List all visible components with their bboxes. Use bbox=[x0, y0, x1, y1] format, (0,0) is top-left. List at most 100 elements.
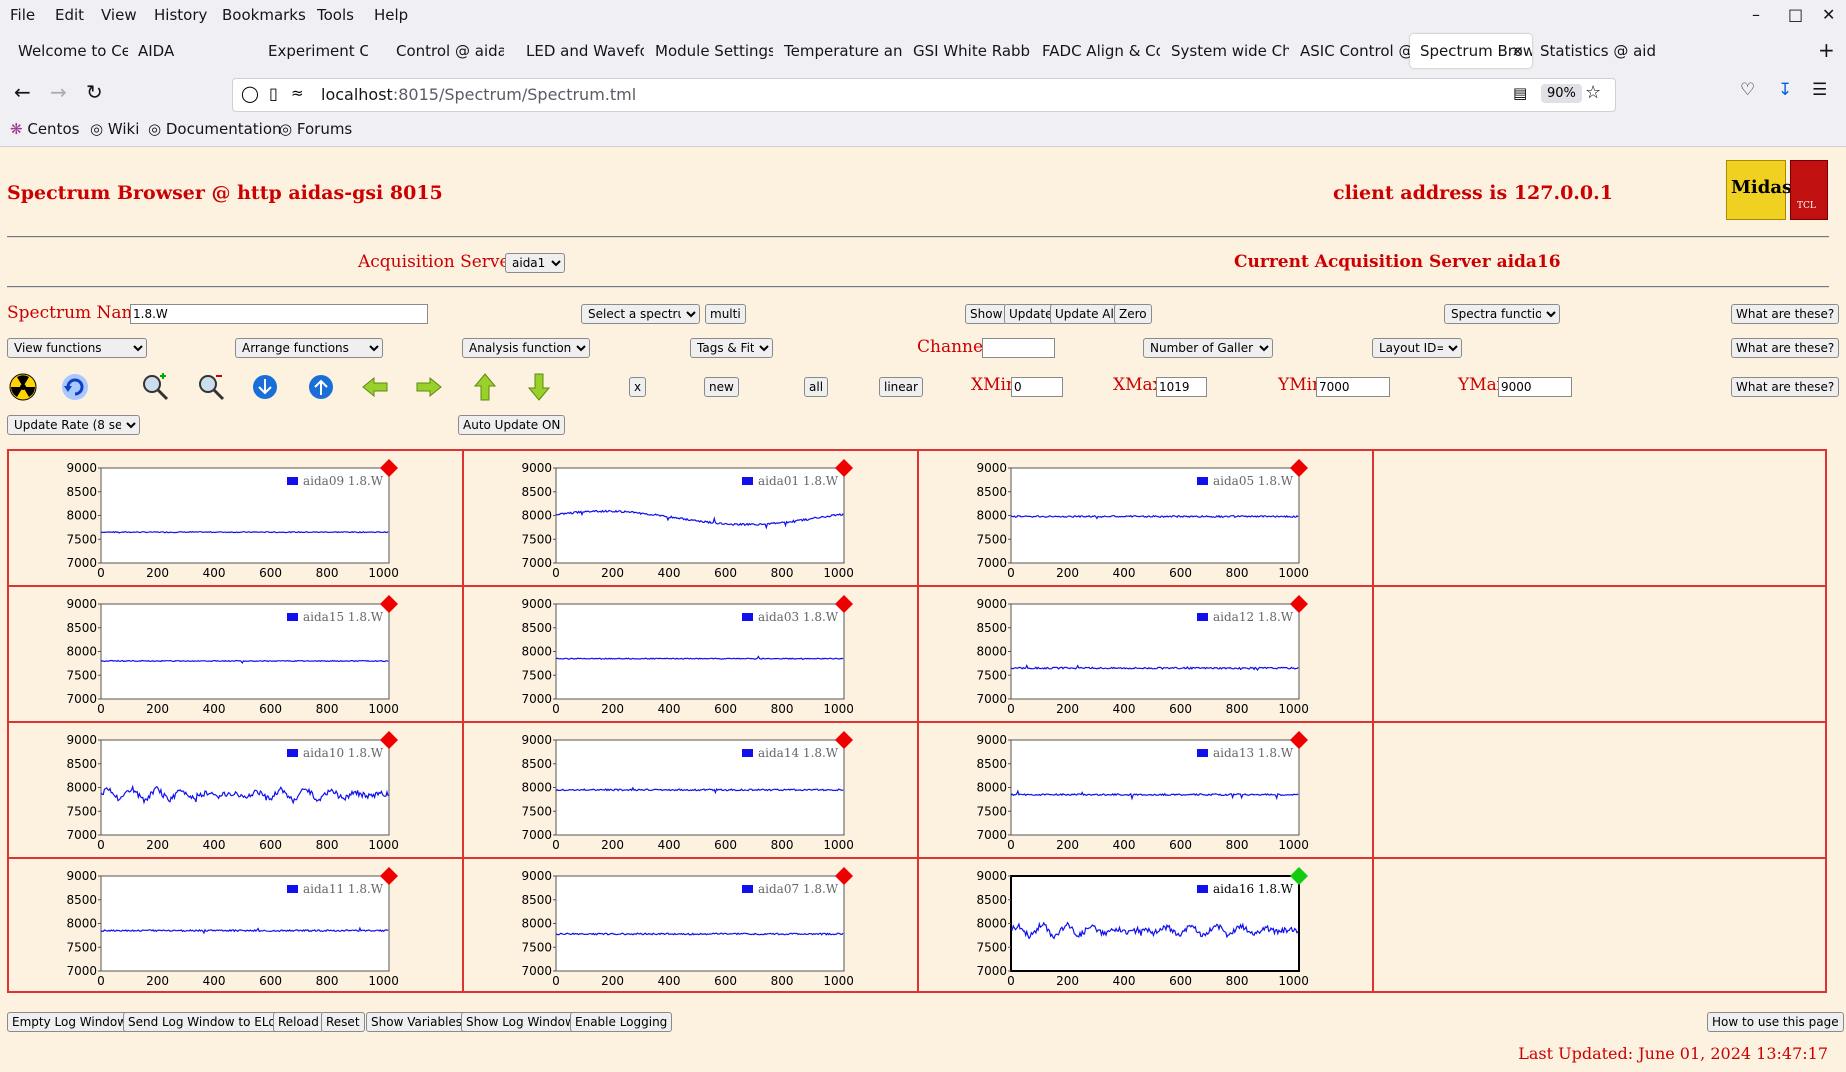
arrow-up-icon[interactable] bbox=[470, 372, 500, 402]
hamburger-menu-icon[interactable]: ☰ bbox=[1812, 80, 1828, 100]
menu-edit[interactable]: Edit bbox=[55, 6, 85, 24]
permissions-icon[interactable]: ≈ bbox=[291, 84, 304, 102]
radiation-icon[interactable] bbox=[8, 372, 38, 402]
update-all-button[interactable]: Update All bbox=[1050, 304, 1123, 324]
tab-3[interactable]: Control @ aidas bbox=[386, 34, 504, 68]
channel-input[interactable] bbox=[982, 338, 1055, 358]
spectrum-chart[interactable]: 7000 7500 8000 8500 9000 0 200 400 600 800 1000 aid… bbox=[464, 451, 914, 583]
footer-button-2[interactable]: Reload bbox=[273, 1012, 324, 1032]
bookmark-wiki[interactable]: ◎ Wiki bbox=[90, 120, 140, 138]
how-to-use-button[interactable]: How to use this page bbox=[1707, 1012, 1844, 1032]
arrow-left-icon[interactable] bbox=[360, 372, 390, 402]
status-marker[interactable] bbox=[380, 595, 398, 613]
spectrum-chart[interactable]: 7000 7500 8000 8500 9000 0 200 400 600 800 1000 aid… bbox=[464, 587, 914, 719]
tab-2[interactable]: Experiment Cont bbox=[258, 34, 368, 68]
update-rate-select[interactable]: Update Rate (8 secs) bbox=[7, 415, 140, 435]
zoom-out-icon[interactable] bbox=[196, 372, 226, 402]
pocket-icon[interactable]: ♡ bbox=[1740, 80, 1756, 100]
spectrum-name-input[interactable] bbox=[130, 304, 428, 324]
plot-area[interactable] bbox=[100, 739, 390, 836]
ymax-input[interactable] bbox=[1498, 377, 1572, 397]
spectrum-chart[interactable]: 7000 7500 8000 8500 9000 0 200 400 600 800 1000 aid… bbox=[9, 451, 459, 583]
new-tab-icon[interactable]: + bbox=[1818, 38, 1835, 62]
spectrum-chart[interactable]: 7000 7500 8000 8500 9000 0 200 400 600 800 1000 aid… bbox=[9, 723, 459, 855]
status-marker[interactable] bbox=[1290, 459, 1308, 477]
plot-area[interactable] bbox=[100, 467, 390, 564]
gallery-cell[interactable]: 7000 7500 8000 8500 9000 0 200 400 600 800 1000 aid… bbox=[919, 723, 1374, 859]
gallery-cell[interactable] bbox=[1374, 723, 1826, 859]
multi-button[interactable]: multi bbox=[705, 304, 746, 324]
view-functions-select[interactable]: View functions bbox=[7, 338, 147, 358]
tab-7[interactable]: GSI White Rabbi bbox=[903, 34, 1031, 68]
spectrum-chart[interactable]: 7000 7500 8000 8500 9000 0 200 400 600 800 1000 aid… bbox=[919, 587, 1369, 719]
footer-button-3[interactable]: Reset bbox=[321, 1012, 365, 1032]
menu-file[interactable]: File bbox=[10, 6, 36, 24]
menu-view[interactable]: View bbox=[101, 6, 137, 24]
arrow-down-icon[interactable] bbox=[524, 372, 554, 402]
plot-area[interactable] bbox=[1010, 739, 1300, 836]
acquisition-server-select[interactable]: aida16 bbox=[505, 253, 565, 273]
menu-bookmarks[interactable]: Bookmarks bbox=[222, 6, 306, 24]
gallery-cell[interactable]: 7000 7500 8000 8500 9000 0 200 400 600 800 1000 aid… bbox=[9, 723, 464, 859]
bookmark-documentation[interactable]: ◎ Documentation bbox=[148, 120, 282, 138]
gallery-cell[interactable]: 7000 7500 8000 8500 9000 0 200 400 600 800 1000 aid… bbox=[464, 859, 919, 991]
scroll-up-icon[interactable] bbox=[306, 372, 336, 402]
bookmark-forums[interactable]: ◎ Forums bbox=[279, 120, 353, 138]
status-marker[interactable] bbox=[835, 595, 853, 613]
spectrum-chart[interactable]: 7000 7500 8000 8500 9000 0 200 400 600 800 1000 aid… bbox=[919, 859, 1369, 991]
plot-area[interactable] bbox=[555, 739, 845, 836]
auto-update-button[interactable]: Auto Update ON bbox=[458, 415, 566, 435]
plot-area[interactable] bbox=[100, 603, 390, 700]
bookmark-centos[interactable]: ❋ Centos bbox=[10, 120, 80, 138]
footer-button-4[interactable]: Show Variables bbox=[366, 1012, 468, 1032]
show-button[interactable]: Show bbox=[965, 304, 1008, 324]
zero-button[interactable]: Zero bbox=[1114, 304, 1152, 324]
gallery-cell[interactable]: 7000 7500 8000 8500 9000 0 200 400 600 800 1000 aid… bbox=[464, 723, 919, 859]
gallery-cell[interactable]: 7000 7500 8000 8500 9000 0 200 400 600 800 1000 aid… bbox=[9, 859, 464, 991]
plot-area[interactable] bbox=[555, 603, 845, 700]
status-marker[interactable] bbox=[380, 731, 398, 749]
linear-button[interactable]: linear bbox=[879, 377, 923, 397]
new-button[interactable]: new bbox=[704, 377, 739, 397]
ymin-input[interactable] bbox=[1316, 377, 1390, 397]
what-are-these-button[interactable]: What are these? bbox=[1731, 338, 1840, 358]
tab-8[interactable]: FADC Align & Co bbox=[1032, 34, 1160, 68]
tab-10[interactable]: ASIC Control @ bbox=[1290, 34, 1410, 68]
footer-button-6[interactable]: Enable Logging bbox=[570, 1012, 673, 1032]
zoom-in-icon[interactable] bbox=[140, 372, 170, 402]
status-marker[interactable] bbox=[380, 867, 398, 885]
gallery-cell[interactable]: 7000 7500 8000 8500 9000 0 200 400 600 800 1000 aid… bbox=[464, 587, 919, 723]
spectrum-chart[interactable]: 7000 7500 8000 8500 9000 0 200 400 600 800 1000 aid… bbox=[919, 451, 1369, 583]
gallery-cell[interactable]: 7000 7500 8000 8500 9000 0 200 400 600 800 1000 aid… bbox=[464, 451, 919, 587]
close-tab-icon[interactable]: × bbox=[1511, 42, 1524, 60]
tags-fits-select[interactable]: Tags & Fits bbox=[690, 338, 773, 358]
gallery-cell[interactable]: 7000 7500 8000 8500 9000 0 200 400 600 800 1000 aid… bbox=[919, 859, 1374, 991]
forward-icon[interactable]: → bbox=[50, 80, 67, 104]
arrow-right-icon[interactable] bbox=[414, 372, 444, 402]
reader-view-icon[interactable]: ▤ bbox=[1513, 84, 1528, 102]
close-window-icon[interactable]: ✕ bbox=[1822, 5, 1836, 24]
status-marker[interactable] bbox=[1290, 595, 1308, 613]
number-of-galleries-select[interactable]: Number of Galleries bbox=[1143, 338, 1273, 358]
xmin-input[interactable] bbox=[1011, 377, 1063, 397]
gallery-cell[interactable] bbox=[1374, 451, 1826, 587]
footer-button-0[interactable]: Empty Log Window bbox=[7, 1012, 133, 1032]
select-spectrum[interactable]: Select a spectrum bbox=[581, 304, 700, 324]
layout-select[interactable]: Layout ID=7 bbox=[1372, 338, 1462, 358]
menu-tools[interactable]: Tools bbox=[317, 6, 354, 24]
spectrum-chart[interactable]: 7000 7500 8000 8500 9000 0 200 400 600 800 1000 aid… bbox=[919, 723, 1369, 855]
tab-12[interactable]: Statistics @ aida bbox=[1530, 34, 1655, 68]
all-button[interactable]: all bbox=[804, 377, 829, 397]
status-marker[interactable] bbox=[1290, 867, 1308, 885]
status-marker[interactable] bbox=[1290, 731, 1308, 749]
spectrum-chart[interactable]: 7000 7500 8000 8500 9000 0 200 400 600 800 1000 aid… bbox=[9, 859, 459, 991]
tab-9[interactable]: System wide Chi bbox=[1161, 34, 1289, 68]
gallery-cell[interactable]: 7000 7500 8000 8500 9000 0 200 400 600 800 1000 aid… bbox=[919, 451, 1374, 587]
status-marker[interactable] bbox=[835, 731, 853, 749]
tab-4[interactable]: LED and Wavefo bbox=[516, 34, 644, 68]
gallery-cell[interactable]: 7000 7500 8000 8500 9000 0 200 400 600 800 1000 aid… bbox=[9, 587, 464, 723]
spectrum-chart[interactable]: 7000 7500 8000 8500 9000 0 200 400 600 800 1000 aid… bbox=[9, 587, 459, 719]
gallery-cell[interactable]: 7000 7500 8000 8500 9000 0 200 400 600 800 1000 aid… bbox=[9, 451, 464, 587]
status-marker[interactable] bbox=[380, 459, 398, 477]
spectrum-chart[interactable]: 7000 7500 8000 8500 9000 0 200 400 600 800 1000 aid… bbox=[464, 859, 914, 991]
